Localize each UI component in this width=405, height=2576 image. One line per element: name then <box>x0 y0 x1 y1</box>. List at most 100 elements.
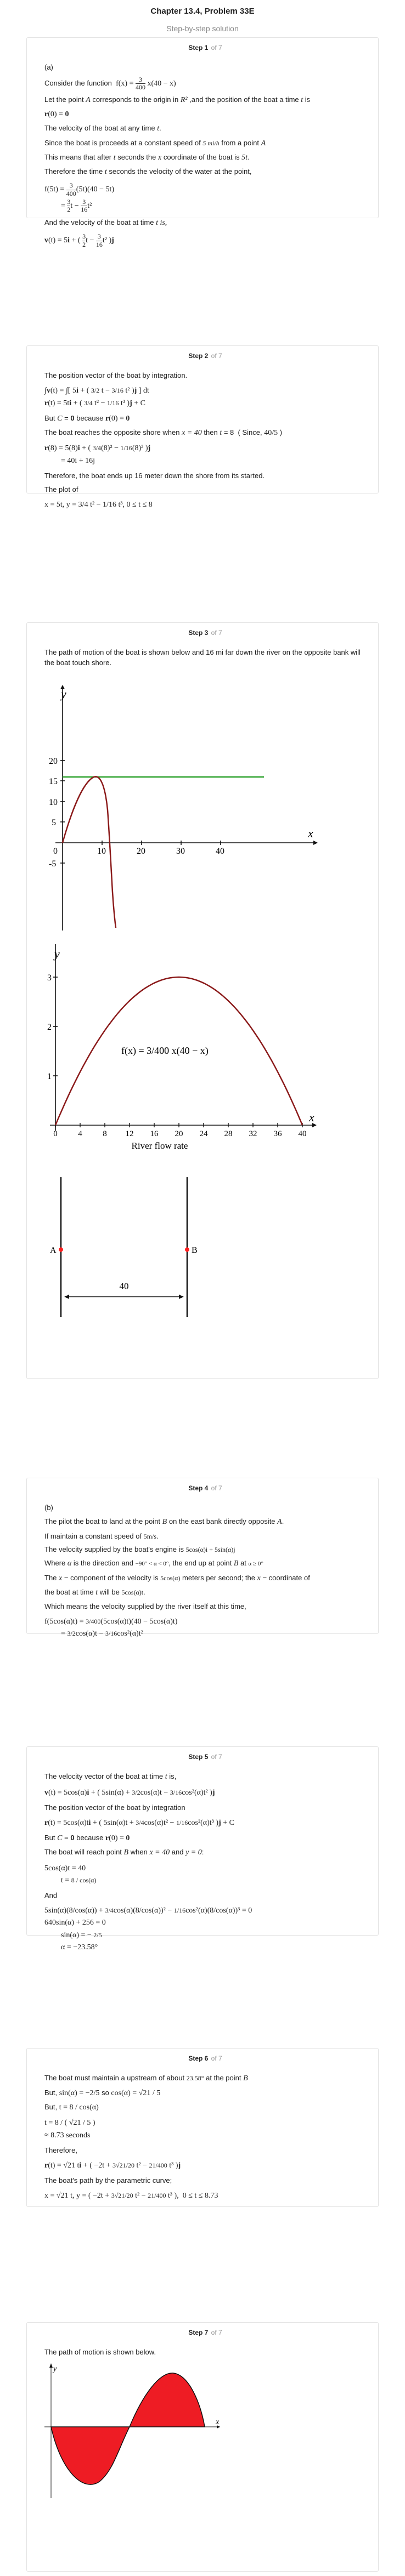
width-label: 40 <box>120 1281 129 1291</box>
function-label: f(x) = 3/400 x(40 − x) <box>121 1045 209 1057</box>
label-b: B <box>192 1246 198 1255</box>
label-a: A <box>50 1246 57 1255</box>
y-tick-label: 5 <box>52 818 56 827</box>
river-banks-diagram: A B 40 <box>50 1177 198 1318</box>
step-6-header: Step 6 of 7 <box>188 2055 222 2062</box>
x-tick-label: 28 <box>224 1130 233 1138</box>
boat-path-b-graph: y x <box>44 2363 220 2499</box>
t-value-equation: t = 8 / ( √21 / 5 ) ≈ 8.73 seconds <box>44 2119 95 2140</box>
y-tick-label: 1 <box>47 1072 52 1081</box>
x-tick-label: 32 <box>249 1130 257 1138</box>
x-axis-label: x <box>307 826 313 840</box>
velocity-any-text: The velocity of the boat at any time t. <box>44 124 161 133</box>
step-5-header: Step 5 of 7 <box>188 1753 222 1761</box>
step-2-header: Step 2 of 7 <box>188 352 222 360</box>
page-header: Chapter 13.4, Problem 33E Step-by-step s… <box>0 0 405 42</box>
step-3-header: Step 3 of 7 <box>188 629 222 637</box>
sin-cos-text: But, sin(α) = −2/5 so cos(α) = √21 / 5 <box>44 2088 161 2097</box>
reach-text: The boat will reach point B when x = 40 … <box>44 1848 204 1857</box>
part-b-label: (b) <box>44 1503 53 1512</box>
position-b-equation: r(t) = 5cos(α)ti + ( 5sin(α)t + 3/4cos(α… <box>44 1818 234 1827</box>
but-c-text: But C = 0 because r(0) = 0 <box>44 413 130 423</box>
x-tick-label: 4 <box>78 1130 82 1138</box>
plot-of-text: The plot of <box>44 485 78 493</box>
but-c-b-text: But C = 0 because r(0) = 0 <box>44 1834 130 1843</box>
path-motion-text: The path of motion is shown below. <box>44 2348 156 2357</box>
which-text: Which means the velocity supplied by the… <box>44 1602 246 1611</box>
since-text: Since the boat is proceeds at a constant… <box>44 138 266 147</box>
river-flow-caption: River flow rate <box>132 1141 188 1151</box>
y-axis-label: y <box>52 2365 57 2373</box>
path-text: The path of motion of the boat is shown … <box>44 648 361 667</box>
ends-text: Therefore, the boat ends up 16 meter dow… <box>44 472 265 480</box>
param-b-equation: x = √21 t, y = ( −2t + 3√21/20 t² − 21/4… <box>44 2191 218 2200</box>
pilot-text: The pilot the boat to land at the point … <box>44 1517 284 1527</box>
step-1-card: Step 1 of 7 (a) Consider the function f(… <box>26 37 379 248</box>
step-7-header: Step 7 of 7 <box>188 2329 222 2336</box>
x-tick-label: 30 <box>176 847 185 856</box>
x-tick-label: 8 <box>103 1130 107 1138</box>
and-velocity-text: And the velocity of the boat at time t i… <box>44 218 167 228</box>
maintain-text: If maintain a constant speed of 5m/s. <box>44 1531 159 1540</box>
boat-path-graph: y x 0 10 20 30 40 20 15 10 5 -5 <box>49 685 318 931</box>
pos-vec-b-text: The position vector of the boat by integ… <box>44 1803 185 1812</box>
alpha-solve-equation: 5sin(α)(8/cos(α)) + 3/4cos(α)(8/cos(α))²… <box>44 1907 252 1952</box>
integral-equation: ∫v(t) = ∫[ 5i + ( 3/2 t − 3/16 t² )j ] d… <box>44 387 149 407</box>
step-6-card: Step 6 of 7 The boat must maintain a ups… <box>26 2048 379 2207</box>
above-axis-region <box>128 2373 205 2427</box>
velocity-b-equation: v(t) = 5cos(α)i + ( 5sin(α) + 3/2cos(α)t… <box>44 1788 215 1797</box>
part-a-label: (a) <box>44 63 53 72</box>
boat-path-text: The boat's path by the parametric curve; <box>44 2176 172 2185</box>
river-flow-graph: y x 3 2 1 0 4 8 12 16 20 24 28 32 36 40 f(x) = 3/4… <box>47 944 317 1151</box>
consider-text: Consider the function f(x) = 3 400 x(40 −… <box>44 76 176 92</box>
boat-path-curve <box>61 776 117 928</box>
below-axis-region <box>50 2426 131 2485</box>
point-a <box>59 1247 63 1252</box>
y-axis-label: y <box>60 687 66 701</box>
must-maintain-text: The boat must maintain a upstream of abo… <box>44 2074 248 2083</box>
x-tick-label: 36 <box>274 1130 283 1138</box>
step-3-card: Step 3 of 7 The path of motion of the bo… <box>26 622 379 1379</box>
r8-equation: r(8) = 5(8)i + ( 3/4(8)² − 1/16(8)³ )j =… <box>44 444 151 465</box>
x-tick-label: 40 <box>216 847 224 856</box>
y-axis-label: y <box>53 947 60 961</box>
step-4-card: Step 4 of 7 (b) The pilot the boat to la… <box>26 1478 379 1638</box>
x-tick-label: 12 <box>126 1130 134 1138</box>
x-tick-label: 40 <box>299 1130 307 1138</box>
origin-label: 0 <box>53 847 58 856</box>
x-tick-label: 10 <box>97 847 106 856</box>
page-subtitle: Step-by-step solution <box>166 24 239 33</box>
x-component-text: The x − component of the velocity is 5co… <box>44 1573 310 1582</box>
therefore-text: Therefore the time t seconds the velocit… <box>44 167 252 177</box>
means-text: This means that after t seconds the x co… <box>44 152 250 162</box>
engine-text: The velocity supplied by the boat's engi… <box>44 1545 235 1554</box>
x-axis-label: x <box>308 1110 314 1124</box>
t-solve-equation: 5cos(α)t = 40 t = 8 / cos(α) <box>44 1864 97 1885</box>
y-tick-label: 10 <box>49 798 58 807</box>
step-7-card: Step 7 of 7 The path of motion is shown … <box>26 2322 379 2572</box>
y-tick-label: 3 <box>47 973 52 983</box>
let-point-text: Let the point A corresponds to the origi… <box>44 95 311 104</box>
parabola-curve <box>54 976 303 1126</box>
page-title: Chapter 13.4, Problem 33E <box>150 7 255 16</box>
point-b <box>185 1247 189 1252</box>
x-tick-label: 16 <box>150 1130 159 1138</box>
y-tick-label: 15 <box>49 777 58 786</box>
boat-time-text: the boat at time t will be 5cos(α)t. <box>44 1587 145 1597</box>
y-tick-label: 20 <box>49 757 58 766</box>
step-2-card: Step 2 of 7 The position vector of the b… <box>26 345 379 509</box>
r0-eq: r(0) = 0 <box>44 110 69 118</box>
pos-vec-text: The position vector of the boat by integ… <box>44 371 188 380</box>
step-4-header: Step 4 of 7 <box>188 1484 222 1492</box>
y-tick-label: -5 <box>49 859 56 869</box>
x-tick-label: 20 <box>137 847 145 856</box>
step-5-card: Step 5 of 7 The velocity vector of the b… <box>26 1746 379 1951</box>
river-velocity-equation: f(5cos(α)t) = 3/400(5cos(α)t)(40 − 5cos(… <box>44 1617 178 1638</box>
x-tick-label: 24 <box>200 1130 209 1138</box>
but-t-text: But, t = 8 / cos(α) <box>44 2102 99 2112</box>
and-label: And <box>44 1891 58 1900</box>
step-1-header: Step 1 of 7 <box>188 44 222 52</box>
y-tick-label: 2 <box>47 1023 52 1032</box>
x-tick-label: 0 <box>53 1130 58 1138</box>
